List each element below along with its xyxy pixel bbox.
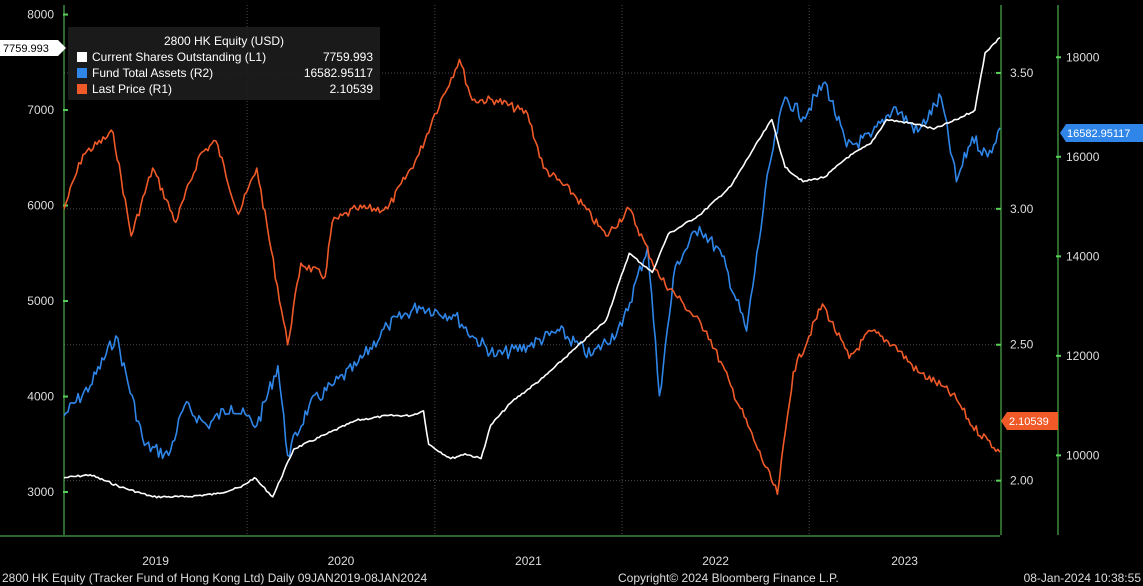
footer-copyright: Copyright© 2024 Bloomberg Finance L.P. (618, 571, 839, 585)
value-tag-assets: 16582.95117 (1060, 124, 1143, 142)
legend-label-assets: Fund Total Assets (R2) (92, 66, 213, 80)
footer: 2800 HK Equity (Tracker Fund of Hong Kon… (2, 571, 1141, 585)
series-lines (63, 36, 1001, 499)
legend-value-shares: 7759.993 (323, 50, 373, 64)
value-tag-shares-text: 7759.993 (3, 43, 49, 55)
y-tick-label-r2: 14000 (1066, 249, 1100, 263)
series-line-current-shares-outstanding (63, 36, 1001, 499)
x-tick-label: 2021 (515, 554, 542, 568)
x-tick-label: 2020 (328, 554, 355, 568)
y-tick-label-r1: 2.50 (1010, 338, 1034, 352)
x-tick-label: 2019 (142, 554, 169, 568)
legend-swatch-assets (77, 68, 87, 78)
y-tick-label-r2: 16000 (1066, 150, 1100, 164)
y-tick-label-r1: 3.00 (1010, 202, 1034, 216)
y-tick-label-left: 5000 (27, 294, 54, 308)
footer-left-text: 2800 HK Equity (Tracker Fund of Hong Kon… (2, 571, 427, 585)
legend-title: 2800 HK Equity (USD) (164, 34, 284, 48)
value-tag-price-text: 2.10539 (1009, 416, 1049, 428)
legend-swatch-price (77, 84, 87, 94)
value-tag-shares: 7759.993 (0, 40, 66, 56)
x-tick-label: 2022 (702, 554, 729, 568)
y-tick-label-left: 4000 (27, 390, 54, 404)
legend-value-price: 2.10539 (330, 82, 374, 96)
legend-value-assets: 16582.95117 (304, 66, 374, 80)
y-tick-label-r2: 18000 (1066, 50, 1100, 64)
x-tick-label: 2023 (891, 554, 918, 568)
legend-label-shares: Current Shares Outstanding (L1) (92, 50, 266, 64)
axes: 2019 2020 2021 2022 2023 3000 4000 5000 6000 7000… (0, 5, 1100, 569)
y-tick-label-left: 6000 (27, 199, 54, 213)
legend-swatch-shares (77, 52, 87, 62)
legend-label-price: Last Price (R1) (92, 82, 172, 96)
y-tick-label-r2: 10000 (1066, 448, 1100, 462)
y-tick-label-r1: 2.00 (1010, 474, 1034, 488)
legend: 2800 HK Equity (USD) Current Shares Outs… (68, 27, 380, 100)
value-tag-price: 2.10539 (1001, 412, 1058, 430)
y-tick-label-left: 8000 (27, 8, 54, 22)
y-tick-label-r2: 12000 (1066, 349, 1100, 363)
series-line-fund-total-assets (63, 81, 1001, 460)
y-tick-label-left: 7000 (27, 103, 54, 117)
x-axis-band (0, 535, 1000, 569)
value-tag-assets-text: 16582.95117 (1067, 128, 1130, 140)
footer-timestamp: 08-Jan-2024 10:38:55 (1024, 571, 1142, 585)
y-tick-label-left: 3000 (27, 485, 54, 499)
series-line-last-price (63, 58, 1001, 495)
y-tick-label-r1: 3.50 (1010, 66, 1034, 80)
